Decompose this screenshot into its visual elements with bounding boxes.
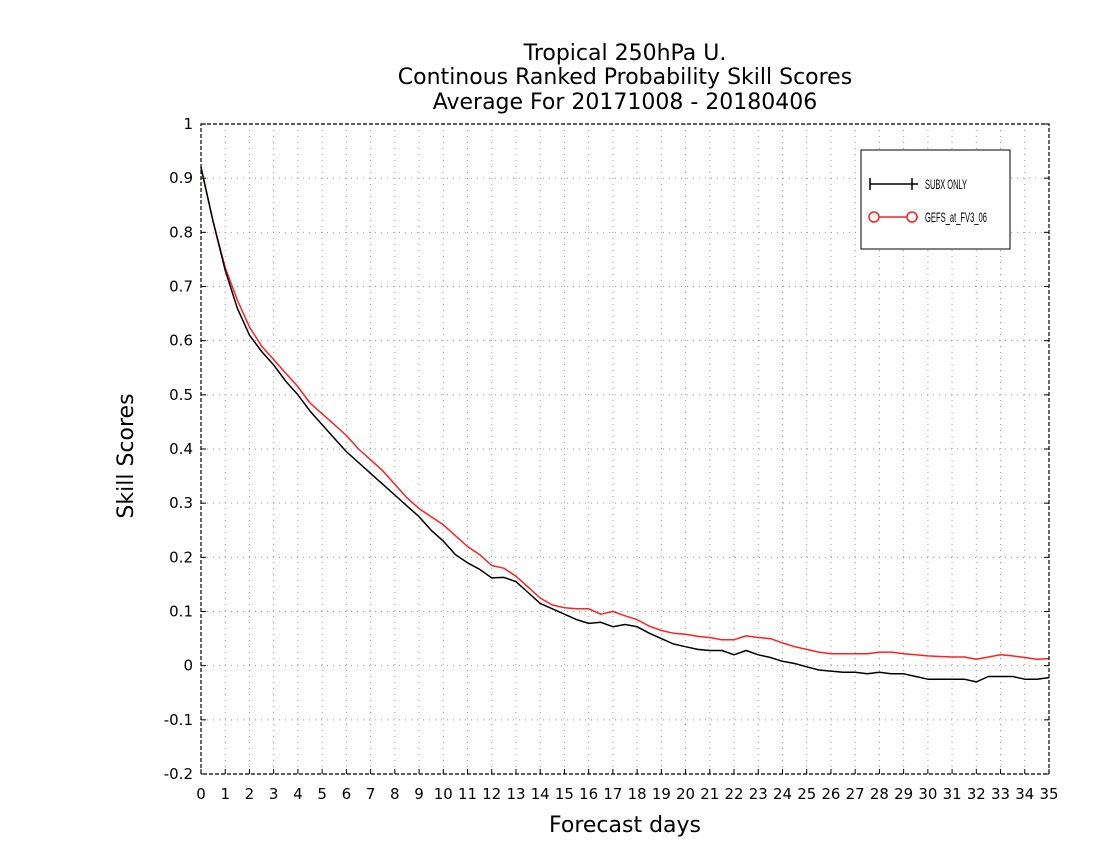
- x-tick-label: 2: [245, 785, 255, 803]
- x-tick-label: 31: [943, 785, 962, 803]
- y-tick-label: 0.3: [169, 494, 193, 512]
- y-tick-label: 0.5: [169, 386, 193, 404]
- x-tick-label: 6: [342, 785, 352, 803]
- y-tick-label: 0.7: [169, 278, 193, 296]
- grid: [201, 124, 1049, 774]
- x-tick-label: 27: [846, 785, 865, 803]
- x-tick-label: 18: [628, 785, 647, 803]
- x-tick-label: 14: [531, 785, 550, 803]
- x-tick-label: 24: [773, 785, 792, 803]
- y-tick-label: 0.4: [169, 440, 193, 458]
- x-tick-label: 33: [991, 785, 1010, 803]
- chart-title-line-3: Average For 20171008 - 20180406: [433, 90, 818, 115]
- y-tick-label: 0.9: [169, 169, 193, 187]
- y-tick-label: 0.1: [169, 603, 193, 621]
- x-tick-label: 28: [870, 785, 889, 803]
- x-tick-label: 13: [506, 785, 525, 803]
- x-tick-label: 29: [894, 785, 913, 803]
- y-axis: -0.2 -0.1 0 0.1 0.2 0.3 0.4 0.5 0.6 0.7 0.8 0.9 1: [164, 115, 1049, 783]
- legend-item-subx: SUBX ONLY: [869, 176, 967, 192]
- series-line-1: [200, 167, 1050, 660]
- chart-title-line-1: Tropical 250hPa U.: [523, 41, 727, 66]
- x-tick-label: 20: [676, 785, 695, 803]
- chart-title-line-2: Continous Ranked Probability Skill Score…: [398, 65, 852, 90]
- y-tick-label: 0: [183, 657, 193, 675]
- x-tick-label: 34: [1015, 785, 1034, 803]
- x-tick-label: 16: [579, 785, 598, 803]
- series-line-0: [200, 167, 1050, 683]
- x-tick-label: 25: [797, 785, 816, 803]
- x-axis: 0 1 2 3 4 5 6 7 8 9 10 11 12 13 14 15 16 17 18 19 20 21 22 23 24…: [196, 769, 1059, 803]
- y-tick-label: 0.8: [169, 223, 193, 241]
- y-tick-label: -0.1: [164, 711, 193, 729]
- x-tick-label: 5: [317, 785, 327, 803]
- legend-plus-marker-icon: [869, 178, 913, 190]
- legend-label-subx: SUBX ONLY: [925, 176, 967, 192]
- x-tick-label: 35: [1040, 785, 1059, 803]
- x-axis-title: Forecast days: [549, 813, 701, 838]
- legend-circle-marker-icon: [906, 211, 918, 223]
- y-tick-label: 1: [183, 115, 193, 133]
- y-tick-label: -0.2: [164, 765, 193, 783]
- x-tick-label: 15: [555, 785, 574, 803]
- x-tick-label: 12: [482, 785, 501, 803]
- x-tick-label: 22: [725, 785, 744, 803]
- x-tick-label: 26: [821, 785, 840, 803]
- x-tick-label: 8: [390, 785, 400, 803]
- chart-title: Tropical 250hPa U. Continous Ranked Prob…: [398, 41, 852, 115]
- x-tick-label: 17: [603, 785, 622, 803]
- legend-box: [860, 149, 1011, 250]
- legend-item-gefs: GEFS_at_FV3_06: [868, 209, 987, 225]
- x-tick-label: 32: [967, 785, 986, 803]
- x-tick-label: 10: [434, 785, 453, 803]
- x-tick-label: 21: [700, 785, 719, 803]
- y-tick-label: 0.2: [169, 548, 193, 566]
- x-tick-label: 7: [366, 785, 376, 803]
- x-tick-label: 30: [918, 785, 937, 803]
- x-tick-label: 23: [749, 785, 768, 803]
- y-tick-label: 0.6: [169, 332, 193, 350]
- legend: SUBX ONLY GEFS_at_FV3_06: [860, 149, 1011, 250]
- x-tick-label: 1: [220, 785, 230, 803]
- x-tick-label: 11: [458, 785, 477, 803]
- legend-circle-marker-icon: [868, 211, 880, 223]
- x-tick-label: 0: [196, 785, 206, 803]
- x-tick-label: 9: [414, 785, 424, 803]
- plot-lines: [200, 167, 1050, 683]
- y-axis-title: Skill Scores: [114, 393, 139, 518]
- x-tick-label: 19: [652, 785, 671, 803]
- x-tick-label: 3: [269, 785, 279, 803]
- legend-label-gefs: GEFS_at_FV3_06: [925, 209, 987, 225]
- x-tick-label: 4: [293, 785, 303, 803]
